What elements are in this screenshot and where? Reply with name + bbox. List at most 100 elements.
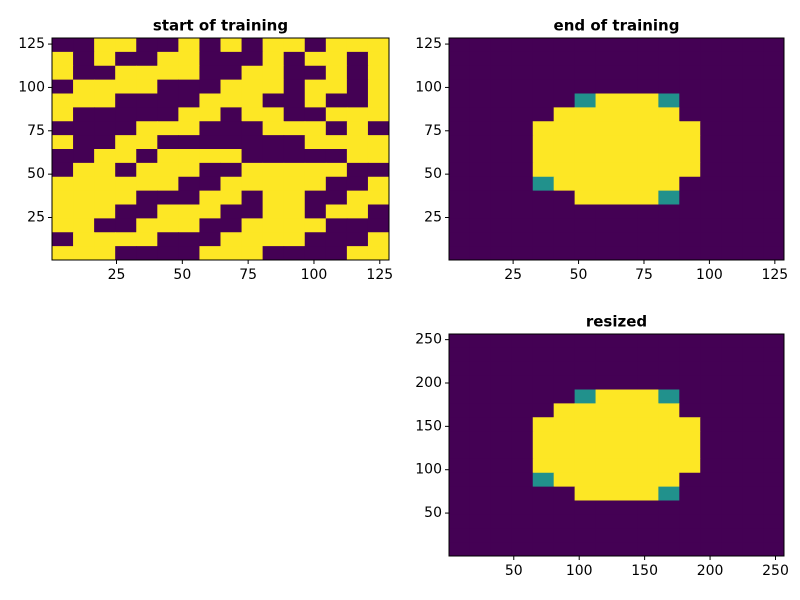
- heatmap-cell: [658, 65, 680, 81]
- heatmap-cell: [115, 232, 137, 247]
- heatmap-cell: [532, 417, 555, 432]
- heatmap-cell: [449, 417, 471, 432]
- heatmap-cell: [616, 38, 638, 53]
- heatmap-cell: [700, 162, 722, 178]
- heatmap-cell: [490, 528, 513, 543]
- heatmap-cell: [52, 246, 74, 261]
- heatmap-cell: [679, 528, 701, 543]
- heatmap-cell: [637, 445, 659, 460]
- heatmap-cell: [574, 176, 597, 192]
- heatmap-cell: [763, 528, 785, 543]
- heatmap-cell: [658, 107, 680, 122]
- heatmap-cell: [469, 542, 492, 557]
- heatmap-cell: [283, 79, 306, 94]
- heatmap-cell: [595, 149, 617, 164]
- heatmap-cell: [679, 93, 701, 108]
- heatmap-cell: [346, 51, 369, 67]
- heatmap-cell: [73, 121, 95, 136]
- heatmap-cell: [157, 79, 179, 94]
- heatmap-cell: [763, 135, 785, 150]
- heatmap-cell: [679, 403, 701, 418]
- heatmap-cell: [700, 528, 722, 543]
- heatmap-cell: [637, 190, 659, 205]
- heatmap-cell: [346, 107, 369, 122]
- heatmap-cell: [553, 514, 576, 529]
- heatmap-cell: [490, 162, 513, 178]
- heatmap-cell: [346, 149, 369, 164]
- heatmap-cell: [367, 190, 390, 205]
- heatmap-cell: [304, 107, 327, 122]
- heatmap-cell: [679, 472, 701, 488]
- heatmap-cell: [52, 190, 74, 205]
- heatmap-cell: [763, 514, 785, 529]
- heatmap-cell: [595, 204, 617, 219]
- heatmap-cell: [637, 176, 659, 192]
- heatmap-cell: [367, 149, 390, 164]
- heatmap-cell: [199, 38, 221, 53]
- heatmap-cell: [115, 149, 137, 164]
- heatmap-cell: [199, 79, 221, 94]
- heatmap-cell: [742, 347, 764, 363]
- heatmap-cell: [595, 107, 617, 122]
- heatmap-cell: [73, 190, 95, 205]
- heatmap-cell: [721, 38, 743, 53]
- heatmap-cell: [73, 232, 95, 247]
- heatmap-cell: [73, 38, 95, 53]
- heatmap-cell: [283, 190, 306, 205]
- heatmap-cell: [283, 204, 306, 219]
- heatmap-cell: [469, 232, 492, 247]
- heatmap-cell: [136, 162, 158, 178]
- heatmap-cell: [574, 232, 597, 247]
- heatmap-cell: [157, 38, 179, 53]
- heatmap-cell: [721, 472, 743, 488]
- heatmap-cell: [136, 204, 158, 219]
- x-tick-label: 200: [697, 563, 724, 579]
- heatmap-cell: [553, 79, 576, 94]
- heatmap-cell: [178, 204, 200, 219]
- heatmap-cell: [178, 51, 200, 67]
- heatmap-cell: [763, 93, 785, 108]
- heatmap-cell: [511, 218, 534, 233]
- heatmap-cell: [490, 232, 513, 247]
- heatmap-cell: [346, 65, 369, 81]
- heatmap-cell: [532, 486, 555, 501]
- heatmap-cell: [511, 204, 534, 219]
- heatmap-cell: [304, 93, 327, 108]
- heatmap-cell: [511, 514, 534, 529]
- heatmap-cell: [449, 79, 471, 94]
- heatmap-cell: [325, 121, 348, 136]
- heatmap-cell: [742, 121, 764, 136]
- heatmap-cell: [763, 375, 785, 390]
- heatmap-cell: [325, 51, 348, 67]
- heatmap-cell: [742, 528, 764, 543]
- heatmap-cell: [52, 79, 74, 94]
- heatmap-cell: [157, 232, 179, 247]
- heatmap-cell: [532, 542, 555, 557]
- heatmap-cell: [595, 514, 617, 529]
- heatmap-cell: [595, 121, 617, 136]
- heatmap-cell: [553, 389, 576, 404]
- heatmap-cell: [262, 79, 285, 94]
- heatmap-cell: [367, 107, 390, 122]
- heatmap-cell: [469, 190, 492, 205]
- heatmap-cell: [742, 445, 764, 460]
- heatmap-cell: [136, 218, 158, 233]
- heatmap-cell: [220, 232, 243, 247]
- heatmap-cell: [449, 93, 471, 108]
- heatmap-cell: [490, 389, 513, 404]
- heatmap-cell: [742, 403, 764, 418]
- heatmap-cell: [721, 232, 743, 247]
- heatmap-cell: [52, 218, 74, 233]
- heatmap-cell: [346, 121, 369, 136]
- heatmap-cell: [553, 403, 576, 418]
- heatmap-cell: [490, 204, 513, 219]
- heatmap-cell: [616, 232, 638, 247]
- heatmap-cell: [763, 417, 785, 432]
- heatmap-cell: [511, 232, 534, 247]
- heatmap-cell: [763, 389, 785, 404]
- heatmap-cell: [574, 121, 597, 136]
- x-tick-label: 50: [570, 267, 588, 283]
- heatmap-cell: [679, 458, 701, 474]
- heatmap-cell: [532, 65, 555, 81]
- heatmap-cell: [532, 334, 555, 349]
